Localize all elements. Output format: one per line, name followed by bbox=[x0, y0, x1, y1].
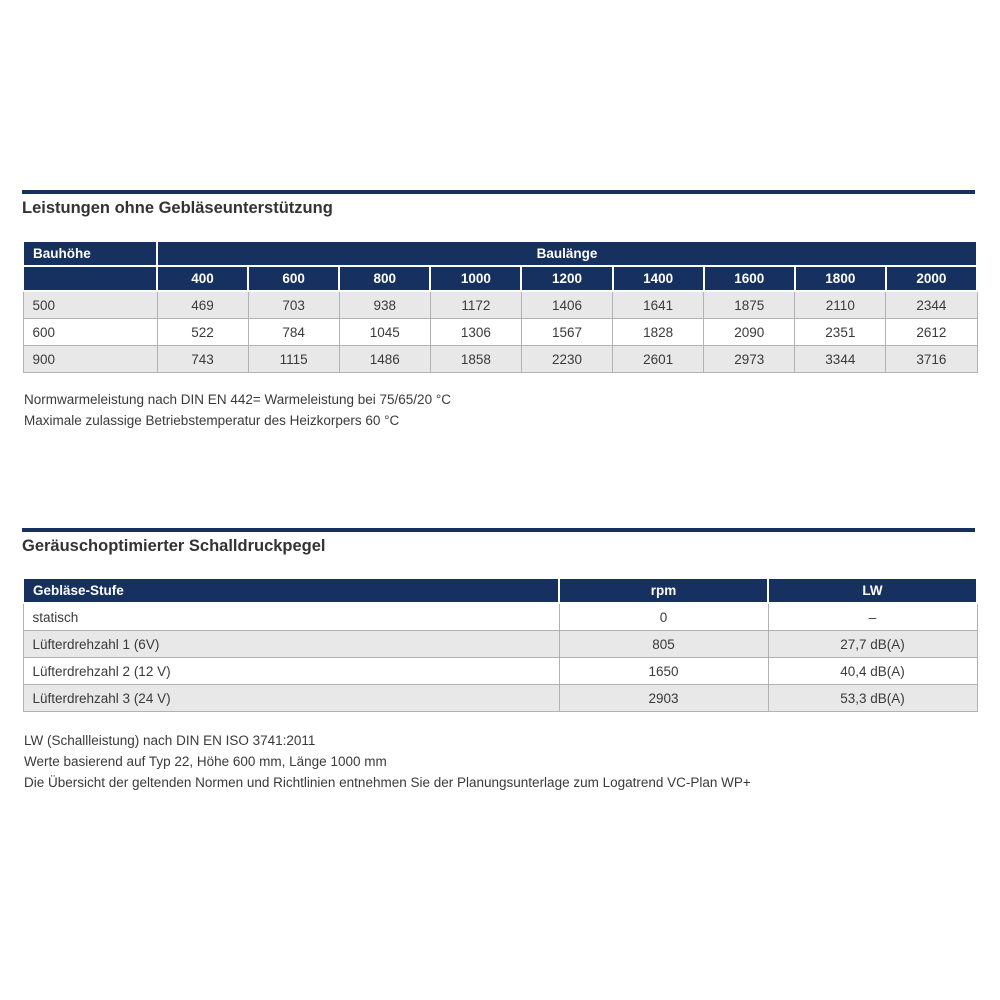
table-cell: 522 bbox=[156, 318, 249, 346]
table-cell-lw: 53,3 dB(A) bbox=[767, 684, 978, 712]
section-divider-rule bbox=[22, 190, 975, 194]
table-cell: 2090 bbox=[703, 318, 796, 346]
column-header-empty bbox=[22, 265, 158, 292]
column-header-length: 800 bbox=[338, 265, 432, 292]
section-title-noise: Geräuschoptimierter Schalldruckpegel bbox=[22, 537, 326, 555]
table-cell: 784 bbox=[247, 318, 340, 346]
footnote-line: Werte basierend auf Typ 22, Höhe 600 mm,… bbox=[24, 754, 387, 769]
table-header-row: Gebläse-Stufe rpm LW bbox=[22, 577, 978, 604]
performance-footnotes: Normwarmeleistung nach DIN EN 442= Warme… bbox=[24, 389, 451, 431]
table-cell: 2344 bbox=[885, 290, 978, 319]
footnote-line: Normwarmeleistung nach DIN EN 442= Warme… bbox=[24, 392, 451, 407]
table-row: statisch 0 – bbox=[22, 602, 978, 631]
row-header-stufe: Lüfterdrehzahl 3 (24 V) bbox=[22, 684, 560, 712]
table-row: Lüfterdrehzahl 1 (6V) 805 27,7 dB(A) bbox=[22, 630, 978, 658]
table-cell: 1406 bbox=[520, 290, 614, 319]
row-header-height: 500 bbox=[22, 290, 158, 319]
row-header-stufe: Lüfterdrehzahl 1 (6V) bbox=[22, 630, 560, 658]
section-title-performance: Leistungen ohne Gebläseunterstützung bbox=[22, 199, 333, 217]
noise-footnotes: LW (Schallleistung) nach DIN EN ISO 3741… bbox=[24, 730, 751, 793]
column-header-length: 1600 bbox=[702, 265, 796, 292]
row-header-stufe: statisch bbox=[22, 602, 560, 631]
table-cell: 1641 bbox=[612, 290, 705, 319]
table-cell: 2601 bbox=[612, 345, 705, 373]
table-cell: 938 bbox=[338, 290, 431, 319]
column-header-bauhoehe: Bauhöhe bbox=[22, 240, 158, 267]
column-header-length: 400 bbox=[155, 265, 250, 292]
table-cell: 2230 bbox=[520, 345, 614, 373]
table-subheader-row: 400 600 800 1000 1200 1400 1600 1800 200… bbox=[22, 265, 979, 292]
table-row: 600 522 784 1045 1306 1567 1828 2090 235… bbox=[22, 318, 978, 346]
table-cell-lw: 27,7 dB(A) bbox=[767, 630, 978, 658]
table-cell-lw: – bbox=[767, 602, 978, 631]
table-row: 900 743 1115 1486 1858 2230 2601 2973 33… bbox=[22, 345, 978, 373]
column-header-length: 600 bbox=[247, 265, 341, 292]
footnote-line: Die Übersicht der geltenden Normen und R… bbox=[24, 775, 751, 790]
table-header-row: Bauhöhe Baulänge bbox=[22, 240, 978, 267]
table-cell: 1567 bbox=[520, 318, 614, 346]
footnote-line: Maximale zulassige Betriebstemperatur de… bbox=[24, 413, 400, 428]
table-row: 500 469 703 938 1172 1406 1641 1875 2110… bbox=[22, 290, 978, 319]
column-header-length: 1400 bbox=[611, 265, 705, 292]
table-cell: 1858 bbox=[429, 345, 522, 373]
table-cell: 2110 bbox=[794, 290, 887, 319]
noise-table: Gebläse-Stufe rpm LW statisch 0 – Lüfter… bbox=[22, 577, 978, 712]
table-cell: 1115 bbox=[247, 345, 340, 373]
column-header-length: 2000 bbox=[884, 265, 979, 292]
table-cell: 1172 bbox=[429, 290, 522, 319]
table-row: Lüfterdrehzahl 2 (12 V) 1650 40,4 dB(A) bbox=[22, 657, 978, 685]
table-cell: 1486 bbox=[338, 345, 431, 373]
column-header-baulaenge: Baulänge bbox=[156, 240, 978, 267]
table-cell-rpm: 1650 bbox=[558, 657, 769, 685]
column-header-rpm: rpm bbox=[558, 577, 769, 604]
table-row: Lüfterdrehzahl 3 (24 V) 2903 53,3 dB(A) bbox=[22, 684, 978, 712]
section-divider-rule bbox=[22, 528, 975, 532]
table-cell: 2351 bbox=[794, 318, 887, 346]
footnote-line: LW (Schallleistung) nach DIN EN ISO 3741… bbox=[24, 733, 316, 748]
table-cell: 3716 bbox=[885, 345, 978, 373]
table-cell: 743 bbox=[156, 345, 249, 373]
table-cell: 1306 bbox=[429, 318, 522, 346]
table-cell-lw: 40,4 dB(A) bbox=[767, 657, 978, 685]
table-cell: 469 bbox=[156, 290, 249, 319]
table-cell: 1045 bbox=[338, 318, 431, 346]
performance-table: Bauhöhe Baulänge 400 600 800 1000 1200 1… bbox=[22, 240, 979, 373]
column-header-length: 1800 bbox=[793, 265, 887, 292]
row-header-height: 900 bbox=[22, 345, 158, 373]
table-cell-rpm: 805 bbox=[558, 630, 769, 658]
table-cell-rpm: 2903 bbox=[558, 684, 769, 712]
row-header-stufe: Lüfterdrehzahl 2 (12 V) bbox=[22, 657, 560, 685]
column-header-geblaese-stufe: Gebläse-Stufe bbox=[22, 577, 560, 604]
table-cell: 1875 bbox=[703, 290, 796, 319]
row-header-height: 600 bbox=[22, 318, 158, 346]
table-cell: 2973 bbox=[703, 345, 796, 373]
table-cell: 3344 bbox=[794, 345, 887, 373]
column-header-length: 1200 bbox=[520, 265, 614, 292]
table-cell: 703 bbox=[247, 290, 340, 319]
table-cell: 2612 bbox=[885, 318, 978, 346]
table-cell: 1828 bbox=[612, 318, 705, 346]
column-header-length: 1000 bbox=[429, 265, 523, 292]
table-cell-rpm: 0 bbox=[558, 602, 769, 631]
column-header-lw: LW bbox=[767, 577, 978, 604]
